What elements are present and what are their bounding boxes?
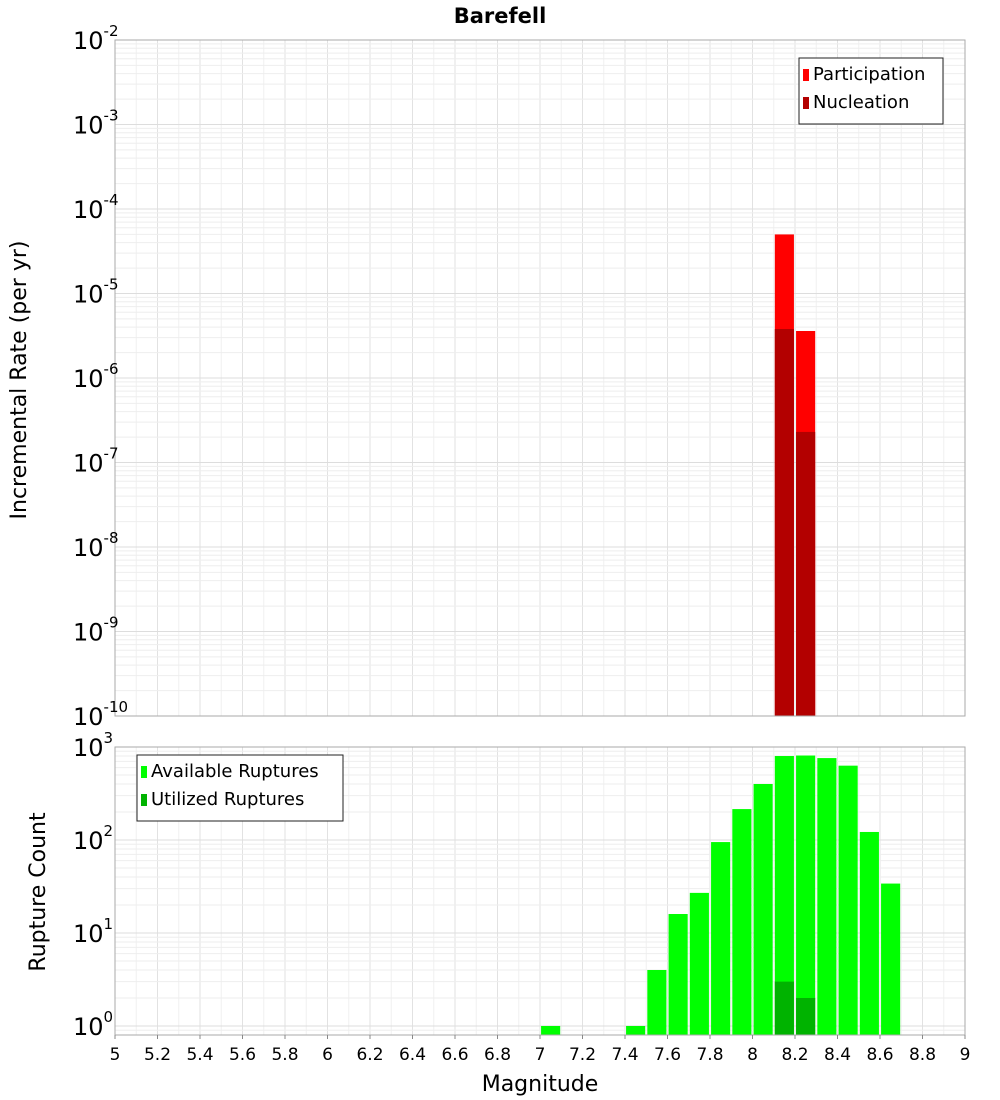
rate-bar-nucleation [796,431,816,716]
x-tick-label: 6 [322,1045,333,1065]
count-bar-available-ruptures [711,842,731,1035]
x-tick-label: 8.4 [824,1045,851,1065]
x-tick-label: 8 [747,1045,758,1065]
count-y-tick-label: 103 [73,729,113,762]
rate-y-tick-label: 10-8 [73,529,119,562]
x-tick-label: 7 [535,1045,546,1065]
count-legend-swatch [141,794,147,806]
x-tick-label: 6.4 [399,1045,426,1065]
x-tick-label: 7.2 [569,1045,596,1065]
count-bar-available-ruptures [796,755,816,1035]
count-bar-available-ruptures [732,809,752,1035]
count-bar-available-ruptures [689,892,709,1035]
count-legend-label: Available Ruptures [151,761,319,782]
rate-y-tick-label: 10-6 [73,360,119,393]
rate-y-tick-label: 10-10 [73,698,128,731]
count-y-tick-label: 102 [73,822,113,855]
count-bar-available-ruptures [753,784,773,1035]
x-tick-label: 9 [960,1045,971,1065]
rate-panel: 10-10 10-9 10-8 10-7 10-6 10-5 10-4 10-3 10-2 Par… [73,22,966,731]
x-tick-label: 5.6 [229,1045,256,1065]
rate-legend-swatch [803,97,809,109]
count-bar-available-ruptures [541,1025,561,1035]
count-bar-utilized-ruptures [796,997,816,1035]
rate-y-axis-label: Incremental Rate (per yr) [7,241,32,520]
count-legend: Available Ruptures Utilized Ruptures [136,754,344,822]
count-bar-available-ruptures [881,883,901,1035]
x-tick-label: 7.8 [696,1045,723,1065]
rate-bar-nucleation [774,329,794,716]
count-legend-label: Utilized Ruptures [151,789,304,810]
rate-legend: Participation Nucleation [798,57,944,125]
rate-legend-label: Nucleation [813,92,909,113]
count-panel: 100 101 102 103 Available Ruptures Utilized R… [73,729,970,1065]
count-bar-available-ruptures [647,969,667,1035]
x-tick-label: 6.6 [441,1045,468,1065]
x-axis-label: Magnitude [482,1072,599,1097]
count-legend-box [136,754,344,822]
x-tick-label: 7.6 [654,1045,681,1065]
count-legend-swatch [141,766,147,778]
count-y-axis-label: Rupture Count [26,812,51,972]
x-tick-label: 5.4 [186,1045,213,1065]
count-bar-available-ruptures [817,758,837,1035]
rate-y-tick-label: 10-4 [73,191,119,224]
rate-y-tick-label: 10-7 [73,445,119,478]
rate-legend-swatch [803,69,809,81]
x-tick-label: 8.6 [866,1045,893,1065]
rate-legend-box [798,57,944,125]
count-y-tick-label: 100 [73,1008,113,1041]
count-bar-available-ruptures [838,765,858,1035]
count-bar-available-ruptures [668,914,688,1035]
x-tick-label: 8.8 [909,1045,936,1065]
rate-plot-border [114,39,966,717]
count-y-tick-label: 101 [73,915,113,948]
rate-y-tick-label: 10-3 [73,107,119,140]
count-bar-available-ruptures [774,756,794,1035]
x-tick-label: 5 [110,1045,121,1065]
x-tick-label: 7.4 [611,1045,638,1065]
x-tick-label: 5.2 [144,1045,171,1065]
chart-title: Barefell [454,4,547,28]
x-tick-label: 5.8 [271,1045,298,1065]
x-tick-label: 6.2 [356,1045,383,1065]
rate-y-tick-label: 10-2 [73,22,119,55]
count-bar-available-ruptures [626,1025,646,1035]
rate-y-tick-label: 10-5 [73,276,119,309]
x-tick-label: 8.2 [781,1045,808,1065]
count-bar-utilized-ruptures [774,981,794,1035]
rate-legend-label: Participation [813,64,925,85]
rate-y-tick-label: 10-9 [73,614,119,647]
count-bar-available-ruptures [859,831,879,1035]
x-tick-label: 6.8 [484,1045,511,1065]
